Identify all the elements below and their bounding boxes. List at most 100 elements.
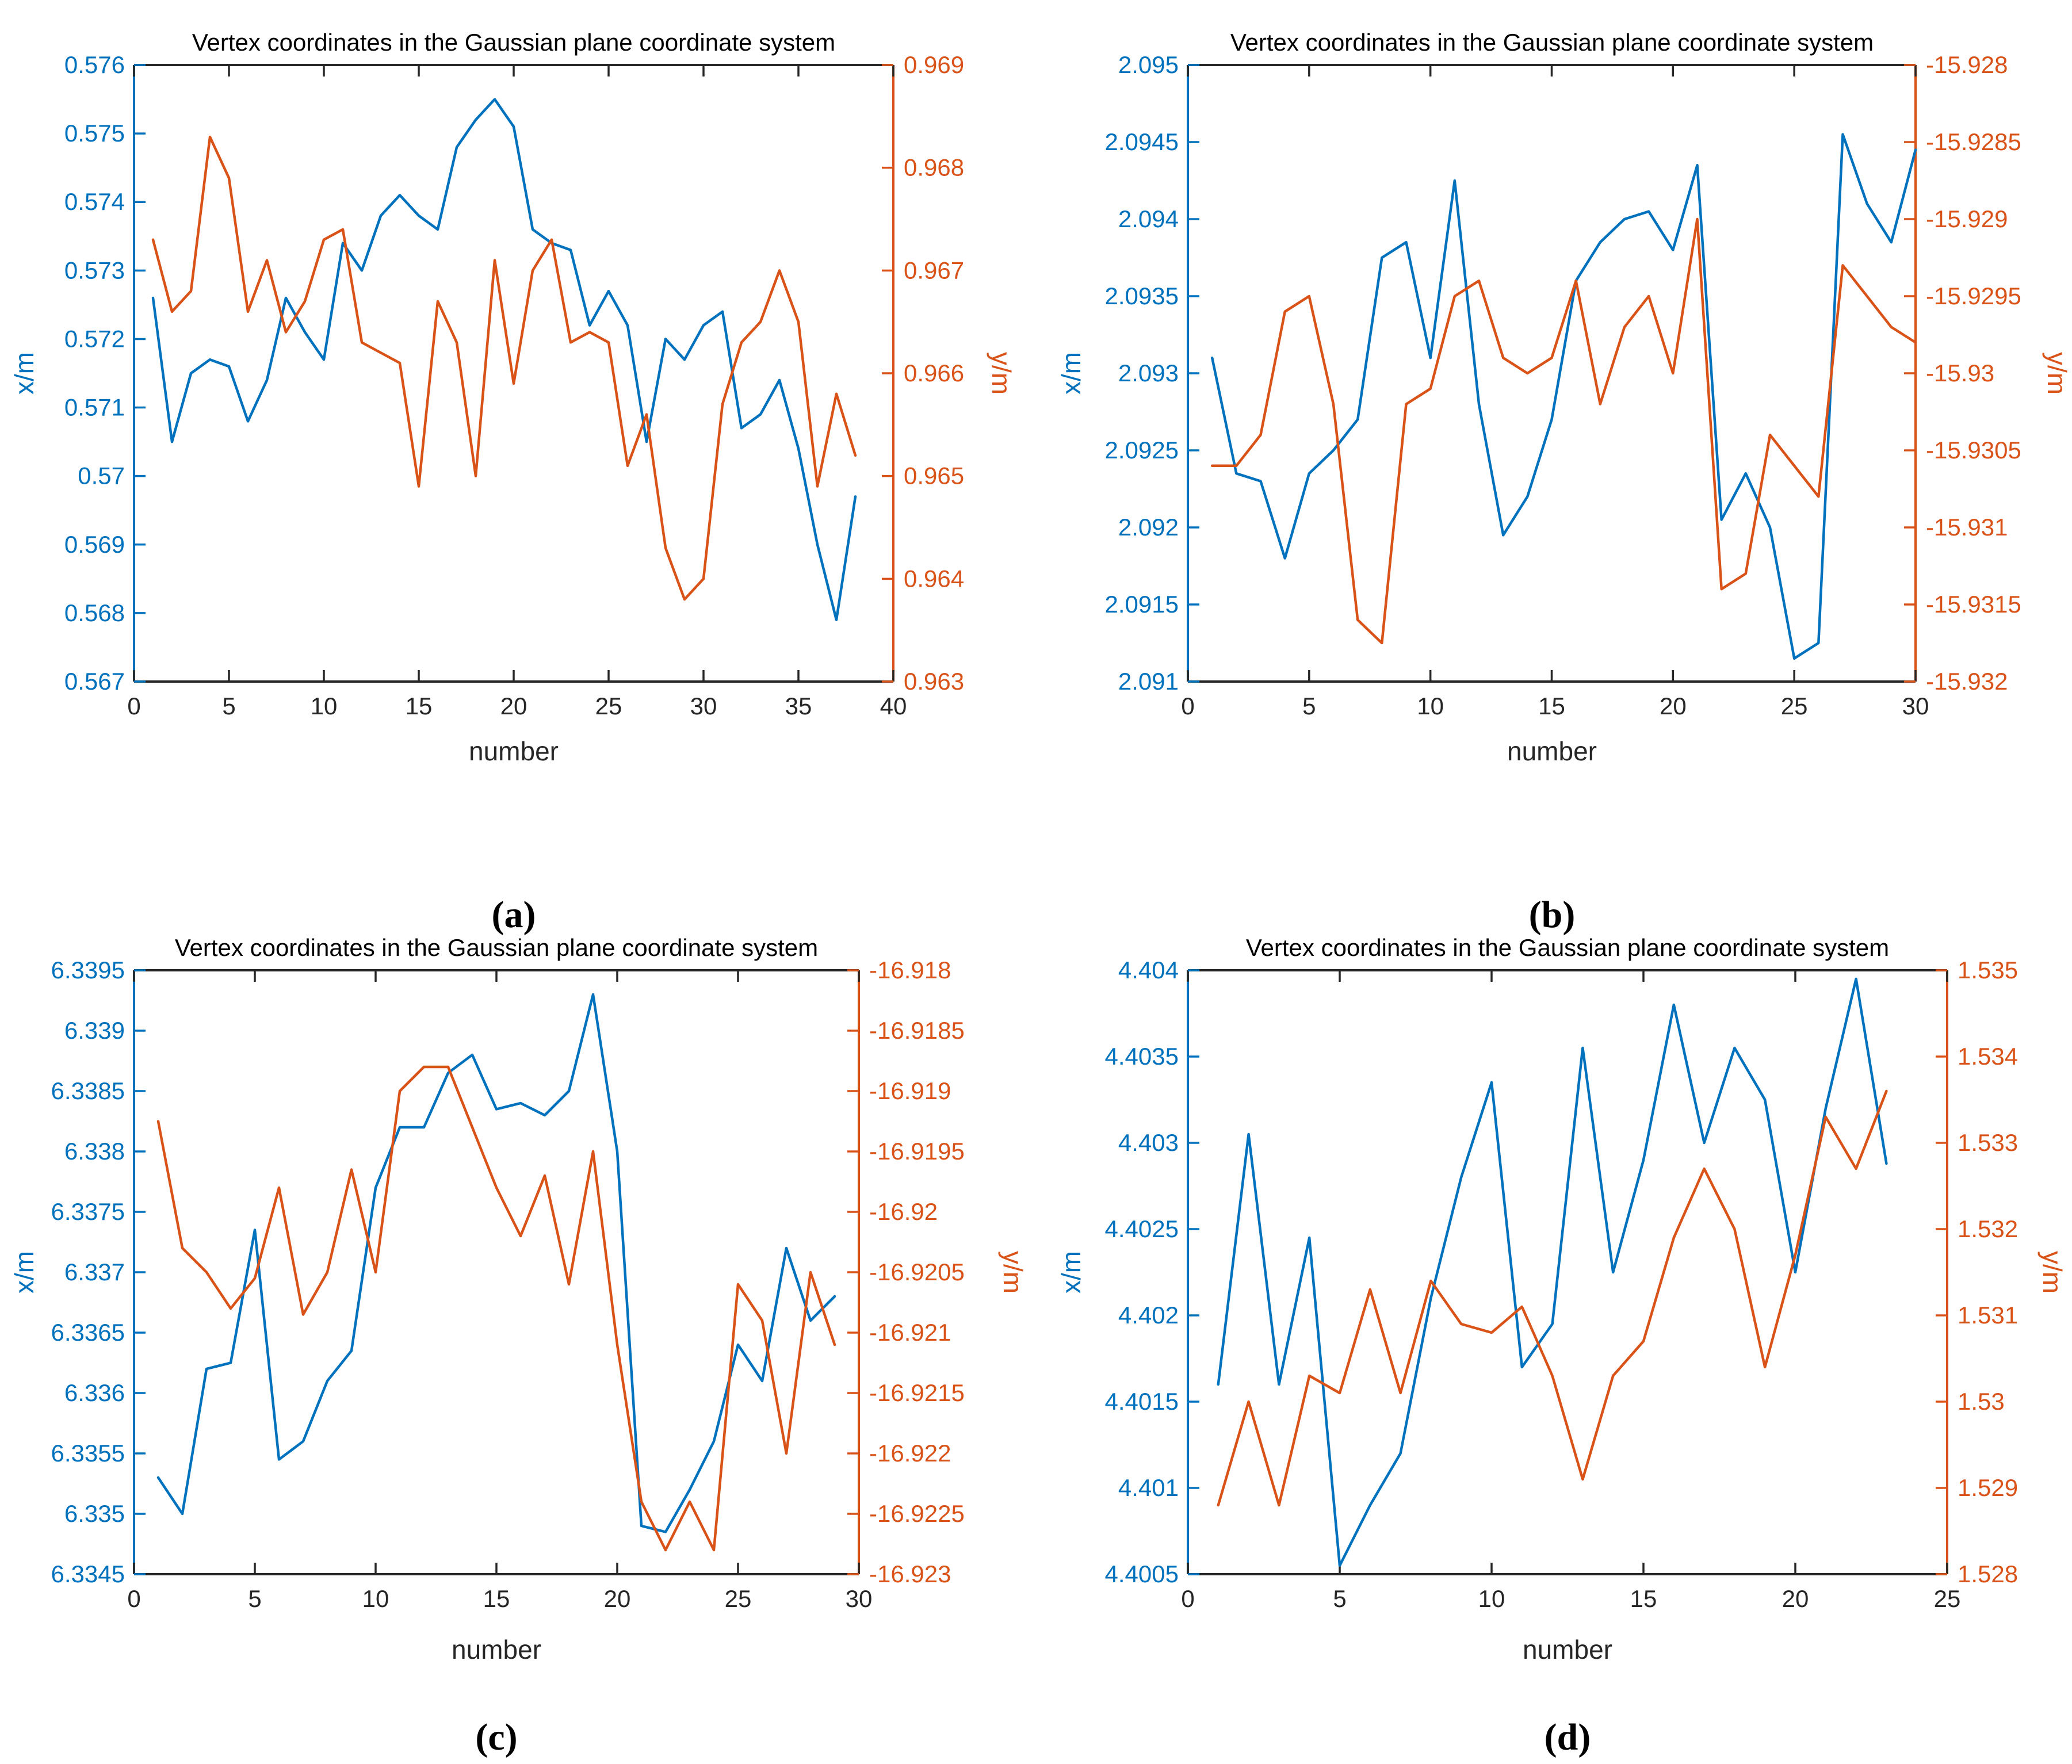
- left-y-tick-label: 6.3395: [51, 956, 125, 984]
- x-tick-label: 5: [222, 692, 235, 720]
- left-y-tick-label: 6.3355: [51, 1440, 125, 1467]
- y-series-line: [151, 135, 857, 601]
- right-y-tick-label: -15.9315: [1926, 591, 2021, 618]
- x-tick-label: 30: [846, 1585, 873, 1612]
- panel-d-title: Vertex coordinates in the Gaussian plane…: [1246, 934, 1889, 961]
- right-y-tick-label: -16.92: [869, 1198, 938, 1225]
- left-y-tick-label: 0.572: [64, 325, 125, 352]
- left-y-tick-label: 6.3345: [51, 1560, 125, 1587]
- x-tick-label: 15: [1538, 692, 1565, 720]
- x-tick-label: 15: [1630, 1585, 1657, 1612]
- right-y-tick-label: -16.9185: [869, 1017, 965, 1044]
- panel-d-ylabel-left: x/m: [1056, 1251, 1086, 1294]
- right-y-tick-label: 1.529: [1958, 1474, 2018, 1501]
- left-y-tick-label: 6.3365: [51, 1319, 125, 1346]
- left-y-tick-label: 6.3375: [51, 1198, 125, 1225]
- x-tick-label: 0: [1181, 1585, 1194, 1612]
- left-y-tick-label: 2.0915: [1105, 591, 1179, 618]
- x-tick-label: 25: [725, 1585, 752, 1612]
- x-tick-label: 0: [127, 1585, 140, 1612]
- right-y-tick-label: 0.969: [904, 51, 964, 78]
- left-y-tick-label: 2.0925: [1105, 437, 1179, 464]
- right-y-tick-label: 0.967: [904, 257, 964, 284]
- right-y-tick-label: 0.966: [904, 359, 964, 387]
- panel-c-plot: 0 5 10 15 20 25 30 6.3345 6.335 6.3355 6.336 6.3365…: [51, 956, 965, 1612]
- x-tick-label: 20: [1660, 692, 1687, 720]
- panel-c-caption: (c): [475, 1716, 517, 1758]
- panel-b-title: Vertex coordinates in the Gaussian plane…: [1230, 29, 1874, 56]
- right-y-tick-label: 0.963: [904, 668, 964, 695]
- left-y-tick-label: 4.402: [1118, 1302, 1179, 1329]
- panel-b-xlabel: number: [1507, 736, 1597, 766]
- right-y-tick-label: -16.918: [869, 956, 951, 984]
- right-y-tick-label: -16.923: [869, 1560, 951, 1587]
- x-series-line: [1210, 133, 1917, 660]
- left-y-tick-label: 2.092: [1118, 514, 1179, 541]
- panel-c-title: Vertex coordinates in the Gaussian plane…: [175, 934, 818, 961]
- right-y-tick-label: -16.9225: [869, 1500, 965, 1527]
- left-y-tick-label: 6.335: [64, 1500, 125, 1527]
- panel-b-ylabel-left: x/m: [1056, 352, 1086, 395]
- right-y-tick-label: 0.965: [904, 462, 964, 489]
- x-series-line: [156, 993, 836, 1533]
- left-y-tick-label: 0.575: [64, 120, 125, 147]
- x-tick-label: 25: [595, 692, 622, 720]
- right-y-tick-label: -16.922: [869, 1440, 951, 1467]
- panel-c-xlabel: number: [452, 1635, 541, 1664]
- right-y-tick-label: -16.919: [869, 1077, 951, 1104]
- right-y-tick-label: -15.929: [1926, 205, 2008, 232]
- x-series-line: [1217, 977, 1888, 1567]
- y-series-line: [1210, 217, 1917, 645]
- y-series-line: [1217, 1089, 1888, 1507]
- right-y-tick-label: 1.532: [1958, 1215, 2018, 1242]
- right-y-tick-label: -16.9205: [869, 1258, 965, 1285]
- left-y-tick-label: 2.094: [1118, 205, 1179, 232]
- x-tick-label: 10: [362, 1585, 389, 1612]
- x-tick-label: 10: [1417, 692, 1444, 720]
- x-tick-label: 30: [690, 692, 717, 720]
- x-tick-label: 25: [1934, 1585, 1961, 1612]
- left-y-tick-label: 6.3385: [51, 1077, 125, 1104]
- right-y-tick-label: -15.9295: [1926, 282, 2021, 309]
- right-y-tick-label: -15.932: [1926, 668, 2008, 695]
- left-y-tick-label: 0.57: [78, 462, 125, 489]
- left-y-tick-label: 4.401: [1118, 1474, 1179, 1501]
- left-y-tick-label: 6.337: [64, 1258, 125, 1285]
- panel-c-ylabel-left: x/m: [9, 1251, 39, 1294]
- left-y-tick-label: 0.567: [64, 668, 125, 695]
- x-tick-label: 40: [880, 692, 907, 720]
- panel-b-caption: (b): [1529, 894, 1576, 936]
- x-tick-label: 15: [483, 1585, 510, 1612]
- right-y-tick-label: -15.9305: [1926, 437, 2021, 464]
- x-tick-label: 5: [1333, 1585, 1346, 1612]
- left-y-tick-label: 0.569: [64, 531, 125, 558]
- right-y-tick-label: -15.93: [1926, 359, 1994, 387]
- panel-d-plot: 0 5 10 15 20 25 4.4005 4.401 4.4015 4.402 4.4025 4.…: [1105, 956, 2019, 1612]
- right-y-tick-label: -15.928: [1926, 51, 2008, 78]
- left-y-tick-label: 4.404: [1118, 956, 1179, 984]
- right-y-tick-label: 1.528: [1958, 1560, 2018, 1587]
- left-y-tick-label: 6.336: [64, 1379, 125, 1406]
- left-y-tick-label: 2.095: [1118, 51, 1179, 78]
- right-y-tick-label: 1.531: [1958, 1302, 2018, 1329]
- x-tick-label: 20: [604, 1585, 631, 1612]
- x-tick-label: 20: [500, 692, 527, 720]
- x-tick-label: 5: [1302, 692, 1316, 720]
- x-tick-label: 10: [311, 692, 338, 720]
- left-y-tick-label: 2.091: [1118, 668, 1179, 695]
- left-y-tick-label: 0.576: [64, 51, 125, 78]
- right-y-tick-label: 1.535: [1958, 956, 2018, 984]
- right-y-tick-label: 0.964: [904, 565, 964, 592]
- panel-a: Vertex coordinates in the Gaussian plane…: [9, 29, 1016, 936]
- right-y-tick-label: -15.9285: [1926, 128, 2021, 155]
- x-tick-label: 0: [127, 692, 140, 720]
- left-y-tick-label: 4.403: [1118, 1129, 1179, 1156]
- left-y-tick-label: 0.568: [64, 599, 125, 626]
- panel-b-ylabel-right: y/m: [2042, 352, 2072, 395]
- left-y-tick-label: 6.339: [64, 1017, 125, 1044]
- x-tick-label: 10: [1478, 1585, 1505, 1612]
- y-series-line: [156, 1065, 836, 1552]
- panel-d-xlabel: number: [1523, 1635, 1612, 1664]
